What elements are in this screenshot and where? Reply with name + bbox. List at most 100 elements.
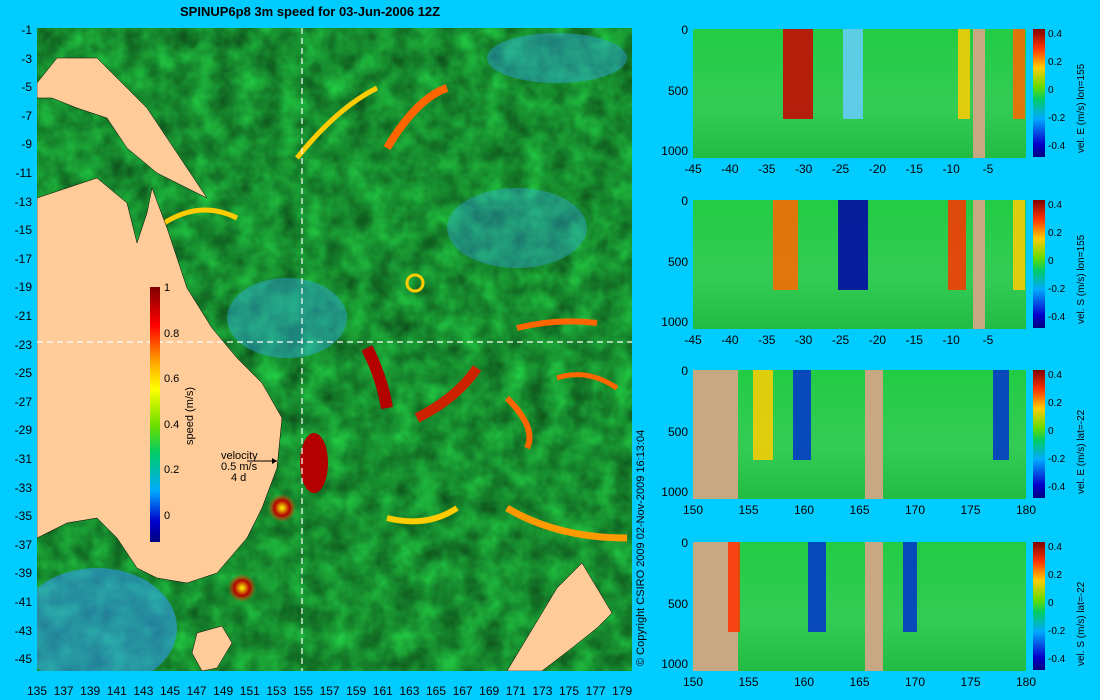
lat-tick-label: -15 [14,223,32,238]
panel-colorbar-tick: -0.2 [1048,454,1066,465]
panel-x-tick: -25 [831,333,850,347]
land-tasmania [191,625,233,671]
panel-y-tick: 0 [681,364,688,378]
figure-title: SPINUP6p8 3m speed for 03-Jun-2006 12Z [180,4,441,19]
panel-colorbar-tick: 0.2 [1048,57,1062,68]
section-feature [843,29,863,119]
panel-x-tick: -20 [868,162,887,176]
section-feature [753,370,773,460]
panel-x-tick: 180 [1015,503,1037,517]
panel-colorbar-tick: 0.4 [1048,542,1062,553]
section-feature [948,200,966,290]
panel-x-tick: -35 [758,162,776,176]
lon-tick-label: 161 [372,684,393,698]
lat-tick-label: -1 [21,23,32,37]
panel-colorbar-tick: -0.4 [1048,654,1066,665]
lon-tick-label: 157 [319,684,340,698]
colorbar-label: speed (m/s) [184,386,196,445]
current-filament [414,365,482,423]
lat-tick-label: -9 [21,137,32,152]
panel-label: vel. E (m/s) lon=155 [1076,63,1087,153]
panel-label: vel. S (m/s) lon=155 [1076,234,1087,324]
panel-colorbar-tick: 0 [1048,426,1054,437]
warm-core-eddy [268,494,296,522]
section-feature [838,200,868,290]
colorbar-tick-label: 1 [164,282,171,294]
lon-tick-label: 177 [585,684,606,698]
panel-x-tick: -5 [982,162,994,176]
lon-tick-label: 145 [159,684,181,698]
section-feature [973,200,985,329]
lat-tick-label: -3 [21,51,32,66]
lat-tick-label: -5 [21,80,32,95]
lon-tick-label: 135 [26,684,48,698]
panel-colorbar-tick: 0.2 [1048,228,1062,239]
panel-x-tick: 170 [904,503,926,517]
lat-tick-label: -21 [14,309,32,323]
lat-tick-label: -23 [14,337,32,352]
panel-colorbar-tick: 0.4 [1048,29,1062,40]
section-feature [793,370,811,460]
lat-tick-label: -7 [21,108,32,123]
panel-y-tick: 500 [667,255,688,269]
lon-tick-label: 165 [425,684,447,698]
panel-x-tick: -45 [684,333,702,347]
section-feature [773,200,798,290]
speed-colorbar [150,287,160,542]
panel-x-tick: -45 [684,162,702,176]
lon-tick-label: 169 [479,684,500,698]
lat-tick-label: -37 [14,537,32,552]
panel-x-tick: 150 [682,675,704,689]
lat-tick-label: -27 [14,394,32,409]
panel-colorbar-tick: -0.4 [1048,141,1066,152]
panel-x-tick: 170 [904,675,926,689]
lat-tick-label: -39 [14,566,32,581]
slow-region [37,568,177,671]
panel-x-tick: 155 [738,503,759,517]
panel-x-tick: -10 [942,333,960,347]
velocity-legend: velocity 0.5 m/s 4 d [221,451,258,484]
lon-tick-label: 151 [239,684,260,698]
lon-tick-label: 163 [399,684,420,698]
velocity-legend-title: velocity [221,450,258,462]
panel-x-tick: 155 [738,675,759,689]
panel-colorbar-tick: -0.2 [1048,113,1066,124]
panel-colorbar-tick: 0 [1048,598,1054,609]
panel-x-tick: 150 [682,503,704,517]
lon-tick-label: 155 [292,684,314,698]
panel-colorbar [1033,200,1045,328]
section-panel [693,370,1026,499]
panel-label: vel. S (m/s) lat=-22 [1076,581,1087,666]
panel-x-tick: 165 [849,675,870,689]
panel-y-tick: 500 [667,425,688,439]
section-feature [865,370,883,499]
section-feature [693,370,738,499]
velocity-legend-speed: 0.5 m/s [221,461,258,473]
panel-colorbar-tick: -0.4 [1048,312,1066,323]
colorbar-tick-label: 0.8 [164,327,180,340]
panel-colorbar [1033,370,1045,498]
section-feature [728,542,740,632]
panel-y-tick: 0 [681,23,688,37]
panel-x-tick: -30 [794,333,813,347]
panel-x-tick: 180 [1015,675,1037,689]
panel-y-tick: 1000 [661,485,688,499]
current-filament [361,345,393,410]
warm-core-eddy [405,273,425,293]
panel-x-tick: -40 [721,333,739,347]
lat-tick-label: -13 [14,194,32,209]
lat-tick-label: -33 [14,480,32,495]
lon-tick-label: 137 [53,684,74,698]
panel-x-tick: 160 [793,675,815,689]
panel-x-tick: -15 [905,162,923,176]
lat-tick-label: -25 [14,366,32,381]
section-feature [1013,200,1025,290]
lat-tick-label: -45 [14,652,32,667]
panel-colorbar-tick: 0.2 [1048,398,1062,409]
panel-x-tick: 175 [960,675,981,689]
current-filament [516,318,598,331]
panel-x-tick: -30 [794,162,813,176]
panel-y-tick: 1000 [661,657,688,671]
lon-tick-label: 153 [266,684,287,698]
map-svg [37,28,632,671]
